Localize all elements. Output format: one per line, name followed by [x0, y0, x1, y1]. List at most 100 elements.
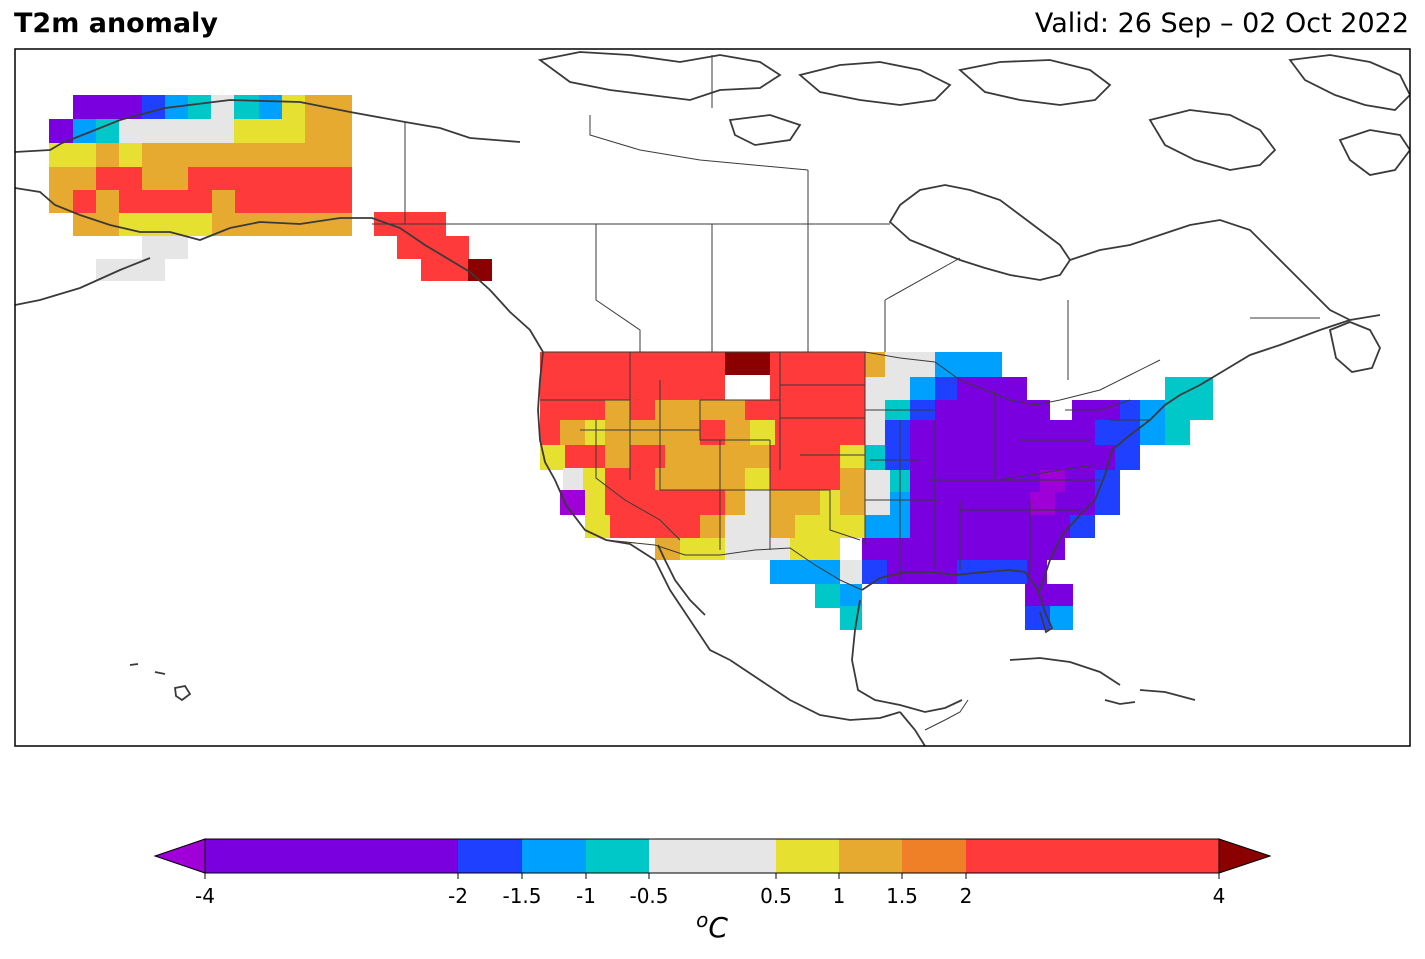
grid-cell	[49, 190, 73, 213]
colorbar-bin-5	[776, 839, 839, 873]
grid-cell	[49, 167, 96, 190]
colorbar-tick-label: 2	[960, 884, 973, 908]
grid-cell	[840, 584, 862, 608]
colorbar-tick-label: 0.5	[760, 884, 792, 908]
grid-cell	[725, 352, 770, 375]
grid-cell	[720, 445, 770, 470]
grid-cell	[670, 490, 725, 515]
grid-cell	[282, 143, 352, 167]
map-frame	[14, 48, 1411, 747]
grid-cell	[1115, 445, 1140, 470]
grid-cell	[1025, 606, 1050, 630]
grid-cell	[1165, 377, 1213, 420]
grid-cell	[865, 420, 885, 445]
map-title: T2m anomaly	[14, 8, 218, 39]
grid-cell	[96, 190, 119, 213]
grid-cell	[720, 400, 745, 420]
political-borders	[372, 55, 1320, 731]
grid-cell	[795, 515, 840, 538]
grid-cell	[700, 515, 725, 538]
grid-cell	[1040, 445, 1065, 470]
grid-cell	[165, 213, 212, 236]
grid-cell	[935, 420, 1095, 445]
colorbar-tick-label: 1	[833, 884, 846, 908]
grid-cell	[840, 560, 862, 584]
colorbar-tick-label: -0.5	[629, 884, 668, 908]
grid-cell	[745, 468, 770, 490]
grid-cell	[770, 445, 840, 470]
grid-cell	[750, 420, 775, 445]
grid-cell	[790, 538, 815, 560]
grid-cell	[119, 119, 234, 143]
colorbar-tick-label: 4	[1213, 884, 1226, 908]
colorbar-tick-label: -2	[448, 884, 468, 908]
coastlines	[15, 51, 1410, 746]
grid-cell	[235, 190, 352, 213]
grid-cell	[885, 377, 910, 400]
grid-cell	[73, 95, 119, 119]
grid-cell	[815, 584, 840, 608]
grid-cell	[665, 445, 720, 470]
grid-cell	[865, 492, 890, 515]
grid-cell	[725, 420, 750, 445]
grid-cell	[540, 400, 605, 420]
grid-cell	[73, 190, 96, 213]
grid-cell	[745, 400, 865, 420]
grid-cell	[862, 560, 887, 584]
colorbar-bin-0	[205, 839, 458, 873]
grid-cell	[583, 468, 605, 490]
grid-cell	[212, 190, 235, 213]
grid-cell	[563, 468, 583, 490]
grid-cell	[770, 468, 840, 490]
grid-cell	[305, 119, 352, 143]
grid-cell	[655, 400, 700, 420]
grid-cell	[605, 445, 630, 470]
grid-cell	[910, 445, 1040, 470]
grid-cell	[397, 236, 469, 259]
grid-cell	[119, 190, 142, 213]
grid-cell	[815, 538, 840, 560]
grid-cell	[188, 143, 282, 167]
grid-cell	[725, 490, 745, 515]
colorbar-tick-label: -4	[195, 884, 215, 908]
grid-cell	[865, 445, 885, 470]
colorbar-bin-3	[586, 839, 649, 873]
grid-cell	[1050, 606, 1073, 630]
grid-cell	[655, 490, 670, 515]
valid-period: Valid: 26 Sep – 02 Oct 2022	[1034, 8, 1409, 39]
grid-cell	[655, 468, 720, 490]
grid-cell	[630, 352, 640, 400]
grid-cell	[605, 420, 630, 445]
grid-cell	[142, 236, 188, 259]
colorbar-tick-label: -1	[576, 884, 596, 908]
colorbar-tick-label: -1.5	[502, 884, 541, 908]
anomaly-grid	[49, 95, 1213, 630]
grid-cell	[585, 420, 605, 445]
grid-cell	[188, 167, 352, 190]
grid-cell	[1165, 420, 1190, 445]
grid-cell	[865, 352, 885, 377]
grid-cell	[142, 190, 212, 213]
grid-cell	[910, 470, 1040, 492]
grid-cell	[935, 352, 1002, 377]
grid-cell	[770, 490, 820, 515]
grid-cell	[119, 95, 142, 119]
grid-cell	[865, 377, 885, 400]
grid-cell	[235, 213, 305, 236]
grid-cell	[770, 352, 865, 400]
grid-cell	[585, 490, 605, 515]
grid-cell	[910, 492, 1030, 515]
grid-cell	[725, 515, 770, 538]
grid-cell	[865, 515, 890, 538]
grid-cell	[540, 352, 630, 400]
colorbar-unit: oC	[696, 908, 728, 944]
grid-cell	[1120, 400, 1140, 420]
colorbar-over-triangle	[1218, 838, 1272, 874]
grid-cell	[212, 213, 235, 236]
grid-cell	[605, 400, 630, 420]
grid-cell	[188, 95, 211, 119]
grid-cell	[862, 538, 1040, 560]
grid-cell	[885, 352, 935, 377]
grid-cell	[630, 420, 655, 445]
